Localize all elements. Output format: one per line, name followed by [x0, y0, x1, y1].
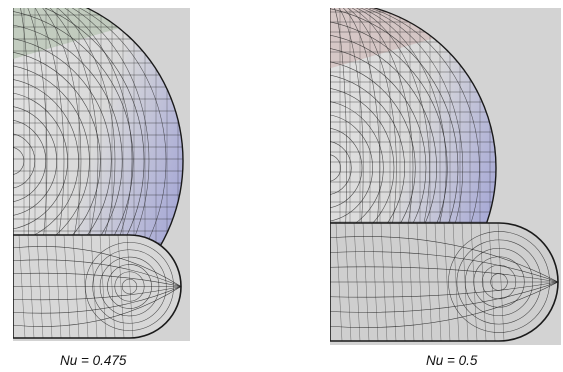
tube-cross: [18, 235, 26, 338]
mesh-ring: [13, 106, 57, 216]
tube-arc: [107, 264, 152, 309]
tube-cross: [479, 223, 487, 341]
tube-line: [330, 281, 558, 298]
tube-cross: [54, 235, 62, 338]
tube-cross: [416, 223, 424, 341]
tube-line: [330, 281, 558, 313]
tube-cross: [27, 235, 35, 338]
tube-arc: [490, 273, 508, 291]
tube-cross: [434, 223, 442, 341]
tube-arc: [99, 256, 160, 317]
tube-cross: [452, 223, 460, 341]
tube-cross: [36, 235, 44, 338]
mesh-panel-nu-0475: [13, 8, 190, 341]
tube-cross: [344, 223, 352, 341]
tube-cross: [389, 223, 397, 341]
tube-mesh: [13, 235, 181, 338]
tube-arc: [92, 249, 167, 324]
tube-cross: [461, 223, 469, 341]
tube-line: [13, 286, 181, 314]
mesh-ring: [13, 119, 47, 203]
tube-cross: [108, 235, 116, 338]
tube-cross: [72, 235, 80, 338]
tube-cross: [497, 223, 505, 341]
tube-line: [330, 266, 558, 283]
tube-arc: [473, 256, 525, 308]
tube-arc: [465, 248, 533, 316]
tube-cross: [398, 223, 406, 341]
tube-cross: [488, 223, 496, 341]
tube-line: [13, 272, 181, 287]
tube-cross: [90, 235, 98, 338]
mesh-ring: [330, 154, 341, 182]
mesh-ring: [330, 141, 352, 195]
tube-line: [330, 281, 558, 328]
tube-line: [330, 236, 558, 283]
mesh-panel-nu-05: [330, 8, 561, 345]
tube-cross: [45, 235, 53, 338]
tube-line: [13, 286, 181, 327]
tube-cross: [99, 235, 107, 338]
tube-cross: [81, 235, 89, 338]
tube-cross: [470, 223, 478, 341]
tube-line: [13, 259, 181, 287]
mesh-ring: [13, 92, 68, 230]
tube-line: [330, 251, 558, 283]
tube-cross: [425, 223, 433, 341]
tube-cross: [353, 223, 361, 341]
tube-mesh: [330, 223, 558, 341]
tube-cross: [362, 223, 370, 341]
tube-cross: [126, 235, 134, 338]
tube-cross: [335, 223, 343, 341]
tube-cross: [380, 223, 388, 341]
tube-line: [13, 286, 181, 301]
tube-cross: [117, 235, 125, 338]
caption-nu-0475: Nu = 0.475: [60, 353, 127, 368]
tube-cross: [63, 235, 71, 338]
tube-arc: [85, 242, 174, 331]
tube-cross: [371, 223, 379, 341]
tube-cross: [443, 223, 451, 341]
tube-cross: [407, 223, 415, 341]
tube-arc: [481, 264, 517, 300]
mesh-ring: [330, 114, 373, 222]
caption-nu-05: Nu = 0.5: [426, 353, 478, 368]
tube-arc: [448, 231, 550, 333]
mesh-render-left: [13, 8, 190, 341]
mesh-ring: [13, 79, 79, 243]
mesh-render-right: [330, 8, 561, 345]
tube-arc: [114, 271, 145, 302]
